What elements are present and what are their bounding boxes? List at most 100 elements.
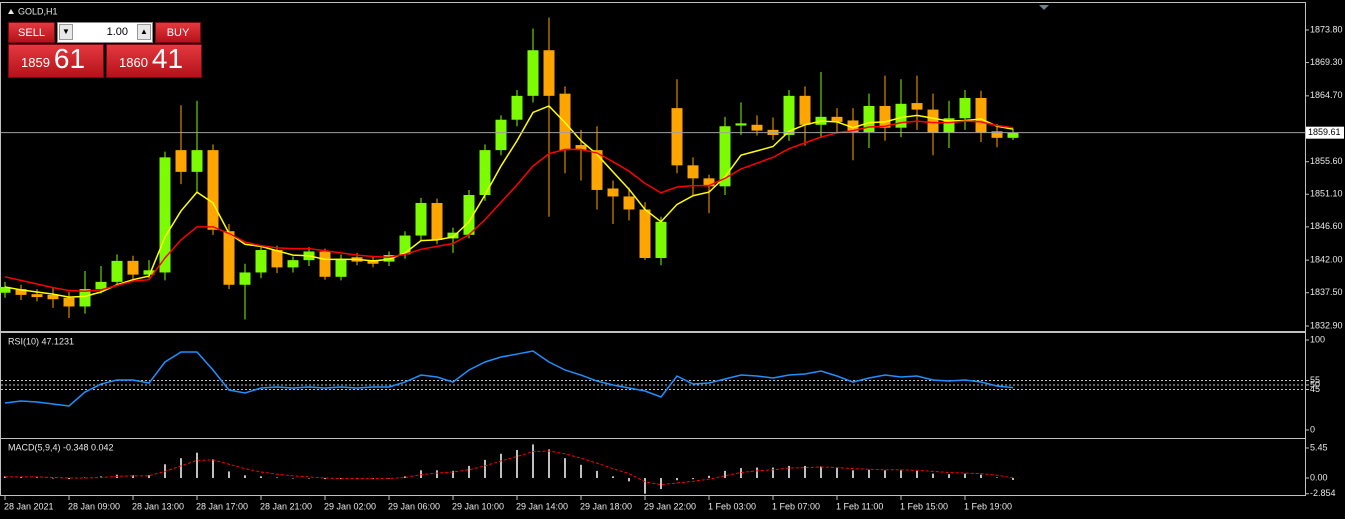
histogram-bar: [644, 478, 646, 494]
candle-body: [927, 109, 939, 133]
candle-body: [175, 150, 187, 172]
histogram-bar: [404, 476, 406, 479]
candle-body: [271, 250, 283, 268]
lot-up[interactable]: ▲: [137, 24, 151, 40]
candle-body: [719, 126, 731, 187]
histogram-bar: [484, 459, 486, 479]
y-tick-label: 1864.70: [1310, 90, 1343, 100]
histogram-bar: [500, 453, 502, 479]
x-tick-label: 1 Feb 03:00: [708, 501, 756, 511]
histogram-bar: [852, 470, 854, 479]
candle-body: [463, 195, 475, 235]
histogram-bar: [52, 478, 54, 479]
candle-body: [143, 270, 155, 275]
x-tick-label: 28 Jan 09:00: [68, 501, 120, 511]
histogram-bar: [36, 477, 38, 479]
histogram-bar: [964, 473, 966, 479]
candle-body: [527, 50, 539, 96]
shift-marker[interactable]: [1039, 5, 1049, 10]
sell-button[interactable]: SELL: [8, 22, 55, 43]
candle-body: [607, 188, 619, 197]
histogram-bar: [260, 476, 262, 479]
lot-down[interactable]: ▼: [59, 24, 73, 40]
histogram-bar: [820, 466, 822, 479]
histogram-bar: [740, 468, 742, 479]
candle-body: [863, 105, 875, 133]
histogram-bar: [468, 465, 470, 479]
lot-value: 1.00: [106, 26, 128, 38]
histogram-bar: [132, 475, 134, 479]
x-tick-label: 28 Jan 2021: [4, 501, 54, 511]
candle-body: [1007, 132, 1019, 138]
histogram-bar: [596, 470, 598, 479]
series-line: [5, 450, 1014, 486]
collapse-triangle[interactable]: [8, 9, 14, 14]
y-tick-label: -2.854: [1310, 488, 1336, 498]
x-tick-label: 1 Feb 15:00: [900, 501, 948, 511]
x-tick-label: 1 Feb 19:00: [964, 501, 1012, 511]
bid-price[interactable]: 1859 61: [8, 44, 104, 78]
y-tick-label: 0: [1310, 424, 1315, 434]
candle-body: [879, 105, 891, 128]
y-tick-label: 45: [1310, 384, 1320, 394]
histogram-bar: [228, 471, 230, 479]
panel-title: GOLD,H1: [18, 6, 58, 16]
candle-body: [79, 289, 91, 307]
histogram-bar: [180, 458, 182, 479]
x-tick-label: 29 Jan 14:00: [516, 501, 568, 511]
candle-body: [239, 272, 251, 285]
lot-input[interactable]: ▼ 1.00 ▲: [57, 22, 153, 43]
histogram-bar: [612, 476, 614, 479]
histogram-bar: [532, 444, 534, 479]
y-tick-label: 1851.10: [1310, 189, 1343, 199]
candle-body: [671, 108, 683, 166]
candle-body: [495, 119, 507, 151]
ask-price[interactable]: 1860 41: [106, 44, 202, 78]
y-tick-label: 0.00: [1310, 472, 1328, 482]
histogram-bar: [244, 475, 246, 479]
histogram-bar: [804, 465, 806, 479]
buy-button[interactable]: BUY: [155, 22, 201, 43]
histogram-bar: [436, 470, 438, 479]
histogram-bar: [212, 459, 214, 479]
candle-body: [383, 255, 395, 262]
candle-body: [31, 294, 43, 298]
y-tick-label: 1837.50: [1310, 287, 1343, 297]
candle-body: [367, 260, 379, 264]
candle-body: [111, 260, 123, 282]
candle-body: [0, 286, 11, 293]
candle-body: [287, 260, 299, 268]
histogram-bar: [68, 478, 70, 480]
x-tick-label: 28 Jan 13:00: [132, 501, 184, 511]
panel-title: RSI(10) 47.1231: [8, 336, 74, 346]
candle-body: [159, 157, 171, 273]
histogram-bar: [916, 470, 918, 479]
bid-big: 1859: [21, 55, 50, 70]
histogram-bar: [516, 449, 518, 479]
histogram-bar: [452, 470, 454, 479]
candle-body: [415, 202, 427, 236]
histogram-bar: [292, 478, 294, 479]
candle-body: [479, 150, 491, 196]
candle-body: [735, 123, 747, 126]
candle-body: [63, 297, 75, 307]
candle-body: [127, 260, 139, 275]
candle-body: [15, 289, 27, 295]
x-tick-label: 29 Jan 18:00: [580, 501, 632, 511]
histogram-bar: [20, 476, 22, 479]
candle-body: [223, 231, 235, 285]
candle-body: [431, 202, 443, 240]
histogram-bar: [196, 452, 198, 479]
histogram-bar: [324, 478, 326, 480]
candle-body: [575, 145, 587, 151]
histogram-bar: [788, 465, 790, 479]
bid-small: 61: [53, 43, 86, 74]
histogram-bar: [148, 475, 150, 479]
candle-body: [799, 95, 811, 125]
histogram-bar: [836, 468, 838, 479]
candle-body: [895, 103, 907, 128]
histogram-bar: [932, 473, 934, 479]
candle-body: [703, 178, 715, 187]
